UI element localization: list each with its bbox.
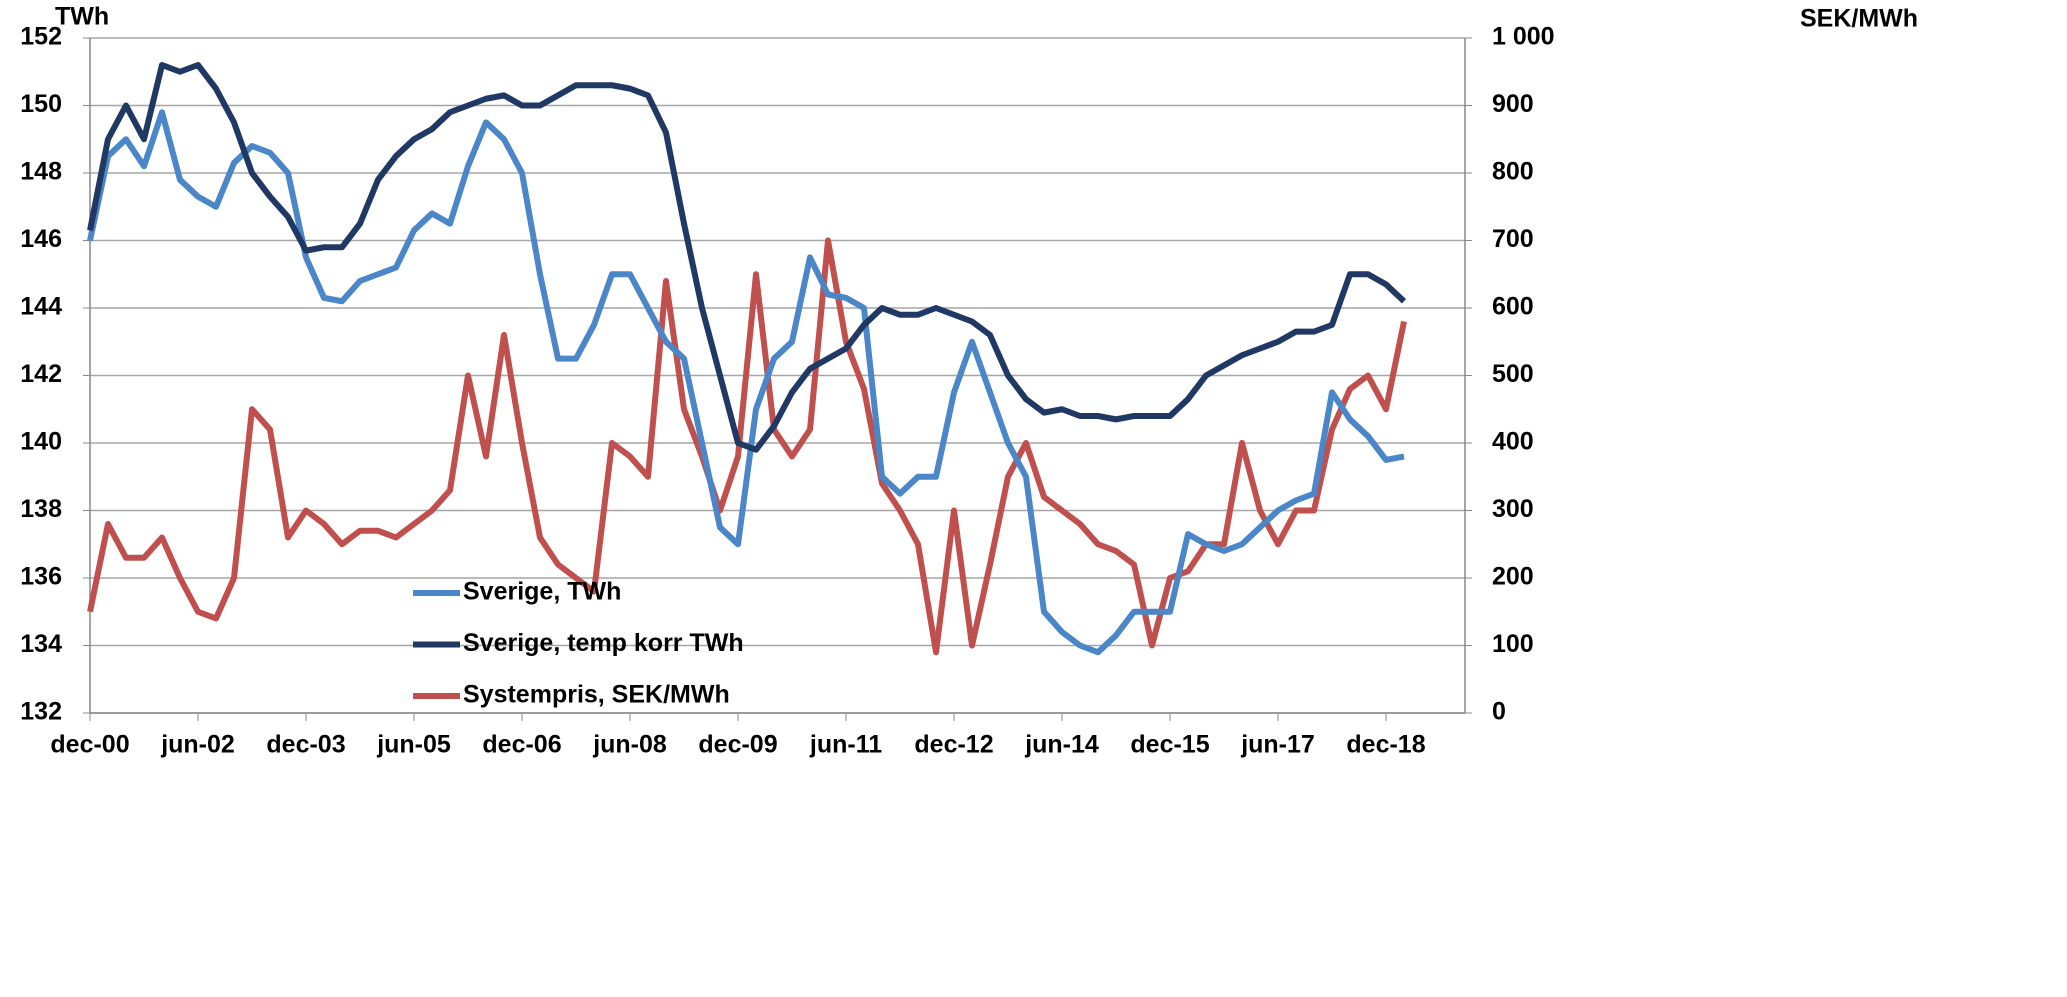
series-line [87,109,1405,656]
x-tick-label: dec-03 [266,731,345,759]
x-tick-label: jun-08 [592,731,667,759]
y-tick-label: 140 [20,428,62,456]
x-tick-label: jun-17 [1240,731,1315,759]
y2-tick-label: 1 000 [1492,23,1555,51]
y-tick-label: 152 [20,23,62,51]
y-tick-label: 144 [20,293,62,321]
y-tick-label: 150 [20,90,62,118]
y-tick-label: 148 [20,158,62,186]
series-line [87,62,1407,453]
legend-label: Sverige, temp korr TWh [463,629,744,657]
x-tick-label: dec-00 [50,731,129,759]
y-tick-label: 134 [20,630,62,658]
legend-label: Systempris, SEK/MWh [463,681,730,709]
legend-label: Sverige, TWh [463,578,621,606]
x-tick-label: dec-09 [698,731,777,759]
x-tick-label: dec-06 [482,731,561,759]
y2-tick-label: 200 [1492,563,1534,591]
y2-tick-label: 800 [1492,158,1534,186]
y-tick-label: 132 [20,698,62,726]
x-tick-label: dec-18 [1346,731,1425,759]
y2-tick-label: 700 [1492,225,1534,253]
y2-tick-label: 0 [1492,698,1506,726]
y-tick-label: 138 [20,495,62,523]
y2-tick-label: 500 [1492,360,1534,388]
y-tick-label: 146 [20,225,62,253]
x-tick-label: jun-02 [160,731,235,759]
series-line [87,237,1407,656]
y2-tick-label: 100 [1492,630,1534,658]
x-tick-label: jun-11 [809,731,882,759]
x-tick-label: dec-15 [1130,731,1209,759]
y2-tick-label: 400 [1492,428,1534,456]
y-tick-label: 142 [20,360,62,388]
y2-axis-label: SEK/MWh [1800,5,1918,33]
y2-tick-label: 900 [1492,90,1534,118]
x-tick-label: jun-05 [376,731,451,759]
y-tick-label: 136 [20,563,62,591]
x-tick-label: jun-14 [1024,731,1099,759]
y2-tick-label: 600 [1492,293,1534,321]
y2-tick-label: 300 [1492,495,1534,523]
x-tick-label: dec-12 [914,731,993,759]
y-axis-label: TWh [55,3,109,31]
